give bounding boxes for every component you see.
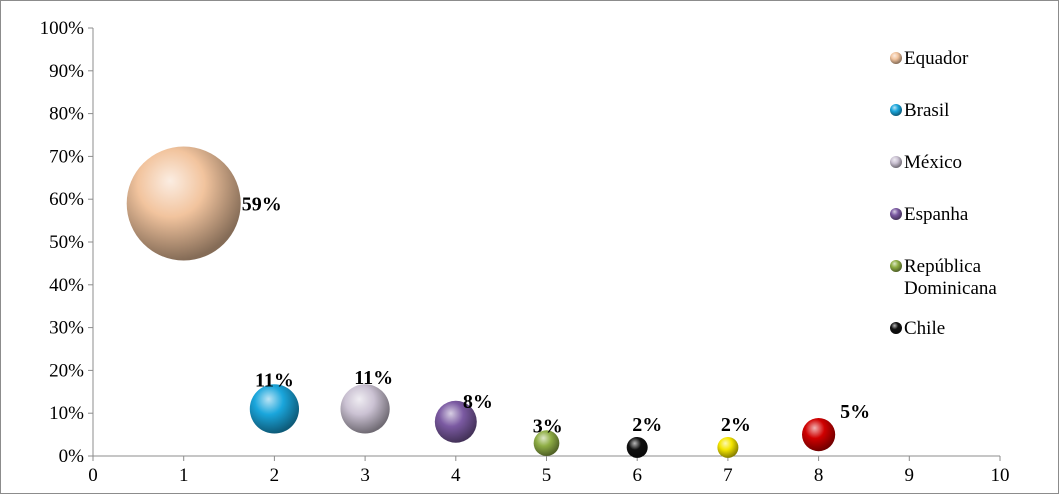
data-label: 11% bbox=[354, 367, 393, 389]
data-label: 2% bbox=[632, 414, 662, 436]
x-tick-label: 1 bbox=[179, 465, 189, 486]
bubble-chile bbox=[626, 436, 648, 458]
legend-marker bbox=[890, 156, 902, 168]
y-tick-label: 100% bbox=[40, 18, 85, 39]
x-tick-label: 7 bbox=[723, 465, 733, 486]
legend-marker bbox=[890, 104, 902, 116]
bubble-point-8 bbox=[802, 418, 836, 452]
y-tick-label: 10% bbox=[49, 403, 84, 424]
y-tick-label: 30% bbox=[49, 318, 84, 339]
legend-label: México bbox=[904, 152, 962, 173]
y-tick-label: 70% bbox=[49, 146, 84, 167]
bubble-espanha bbox=[434, 400, 477, 443]
bubble-rep-blica-dominicana bbox=[533, 430, 560, 457]
legend-label: Equador bbox=[904, 48, 969, 69]
x-tick-label: 2 bbox=[270, 465, 280, 486]
data-label: 11% bbox=[255, 370, 294, 392]
legend-marker bbox=[890, 322, 902, 334]
y-tick-label: 90% bbox=[49, 61, 84, 82]
x-tick-label: 9 bbox=[905, 465, 915, 486]
bubble-equador bbox=[126, 146, 241, 261]
legend-label: Chile bbox=[904, 318, 945, 339]
y-tick-label: 80% bbox=[49, 104, 84, 125]
data-label: 2% bbox=[721, 414, 751, 436]
legend-label: República Dominicana bbox=[904, 256, 997, 299]
y-tick-label: 0% bbox=[59, 446, 85, 467]
y-tick-label: 50% bbox=[49, 232, 84, 253]
legend-marker bbox=[890, 52, 902, 64]
y-tick-label: 40% bbox=[49, 275, 84, 296]
x-tick-label: 10 bbox=[991, 465, 1010, 486]
legend-label: Brasil bbox=[904, 100, 949, 121]
data-label: 3% bbox=[533, 415, 563, 437]
x-tick-label: 4 bbox=[451, 465, 461, 486]
x-tick-label: 6 bbox=[632, 465, 642, 486]
x-tick-label: 8 bbox=[814, 465, 824, 486]
x-tick-label: 0 bbox=[88, 465, 98, 486]
legend-marker bbox=[890, 260, 902, 272]
data-label: 8% bbox=[463, 391, 493, 413]
data-label: 59% bbox=[242, 193, 282, 215]
legend-label: Espanha bbox=[904, 204, 969, 225]
bubble-brasil bbox=[249, 384, 300, 434]
data-label: 5% bbox=[840, 401, 870, 423]
y-tick-label: 60% bbox=[49, 189, 84, 210]
x-tick-label: 3 bbox=[360, 465, 370, 486]
y-tick-label: 20% bbox=[49, 360, 84, 381]
legend-marker bbox=[890, 208, 902, 220]
bubble-point-7 bbox=[717, 436, 739, 458]
x-tick-label: 5 bbox=[542, 465, 552, 486]
bubble-m-xico bbox=[340, 384, 390, 434]
